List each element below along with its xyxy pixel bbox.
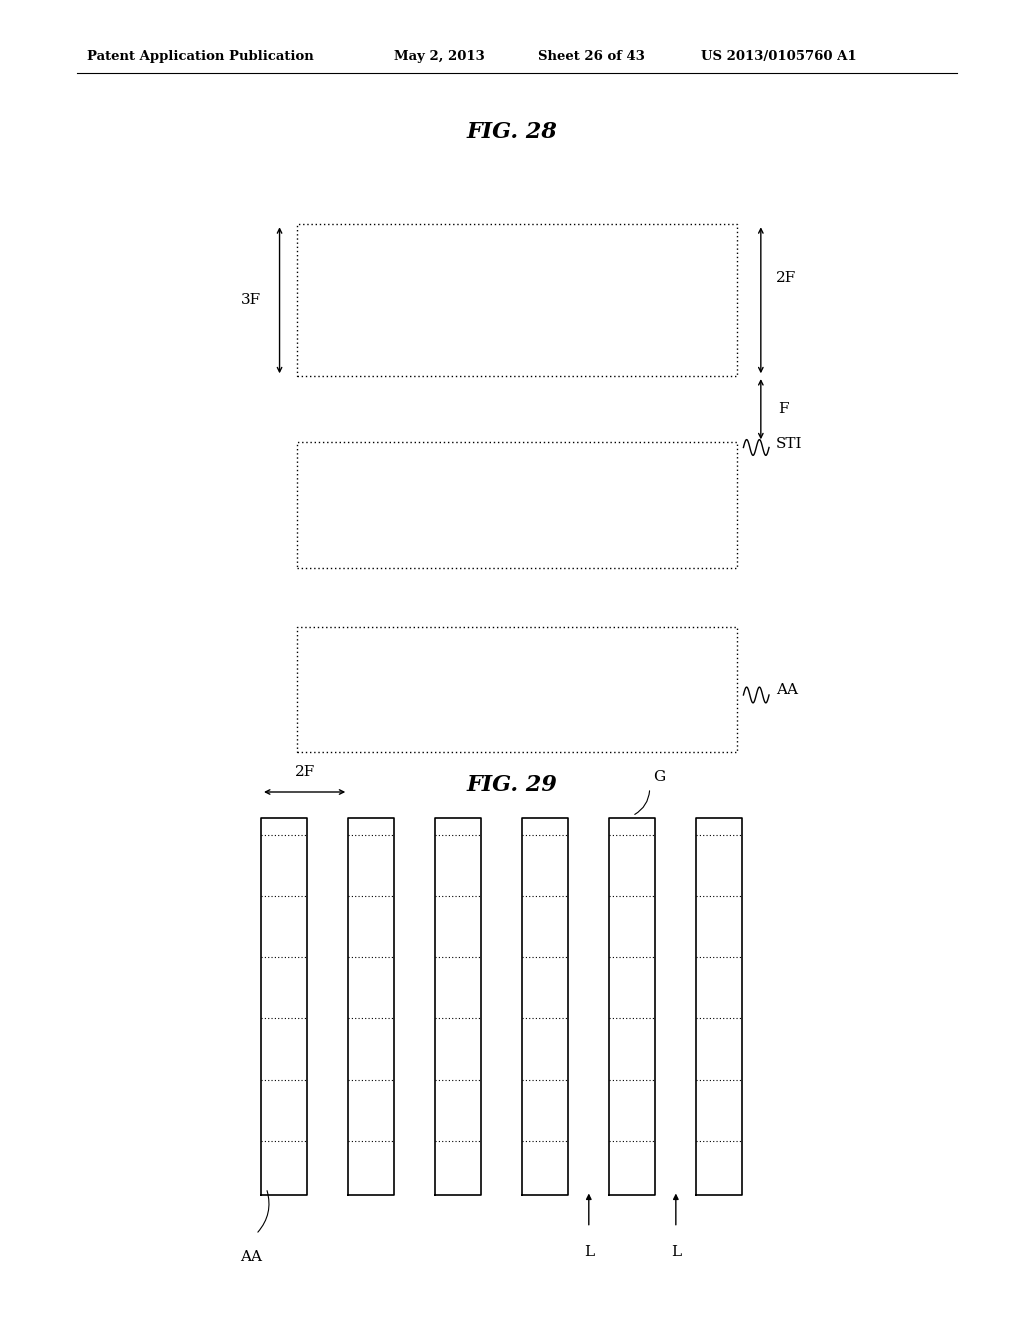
Text: L: L [584, 1245, 594, 1259]
Text: FIG. 29: FIG. 29 [467, 775, 557, 796]
Text: L: L [671, 1245, 681, 1259]
Text: FIG. 28: FIG. 28 [467, 121, 557, 143]
Text: US 2013/0105760 A1: US 2013/0105760 A1 [701, 50, 857, 63]
Text: AA: AA [776, 682, 798, 697]
Text: 3F: 3F [241, 293, 261, 308]
Text: F: F [778, 403, 788, 416]
Text: Sheet 26 of 43: Sheet 26 of 43 [538, 50, 644, 63]
Text: AA: AA [240, 1250, 262, 1265]
Text: May 2, 2013: May 2, 2013 [394, 50, 485, 63]
Text: 2F: 2F [295, 764, 314, 779]
Text: Patent Application Publication: Patent Application Publication [87, 50, 313, 63]
Text: 2F: 2F [776, 271, 797, 285]
Text: STI: STI [776, 437, 803, 450]
Text: G: G [653, 771, 665, 784]
